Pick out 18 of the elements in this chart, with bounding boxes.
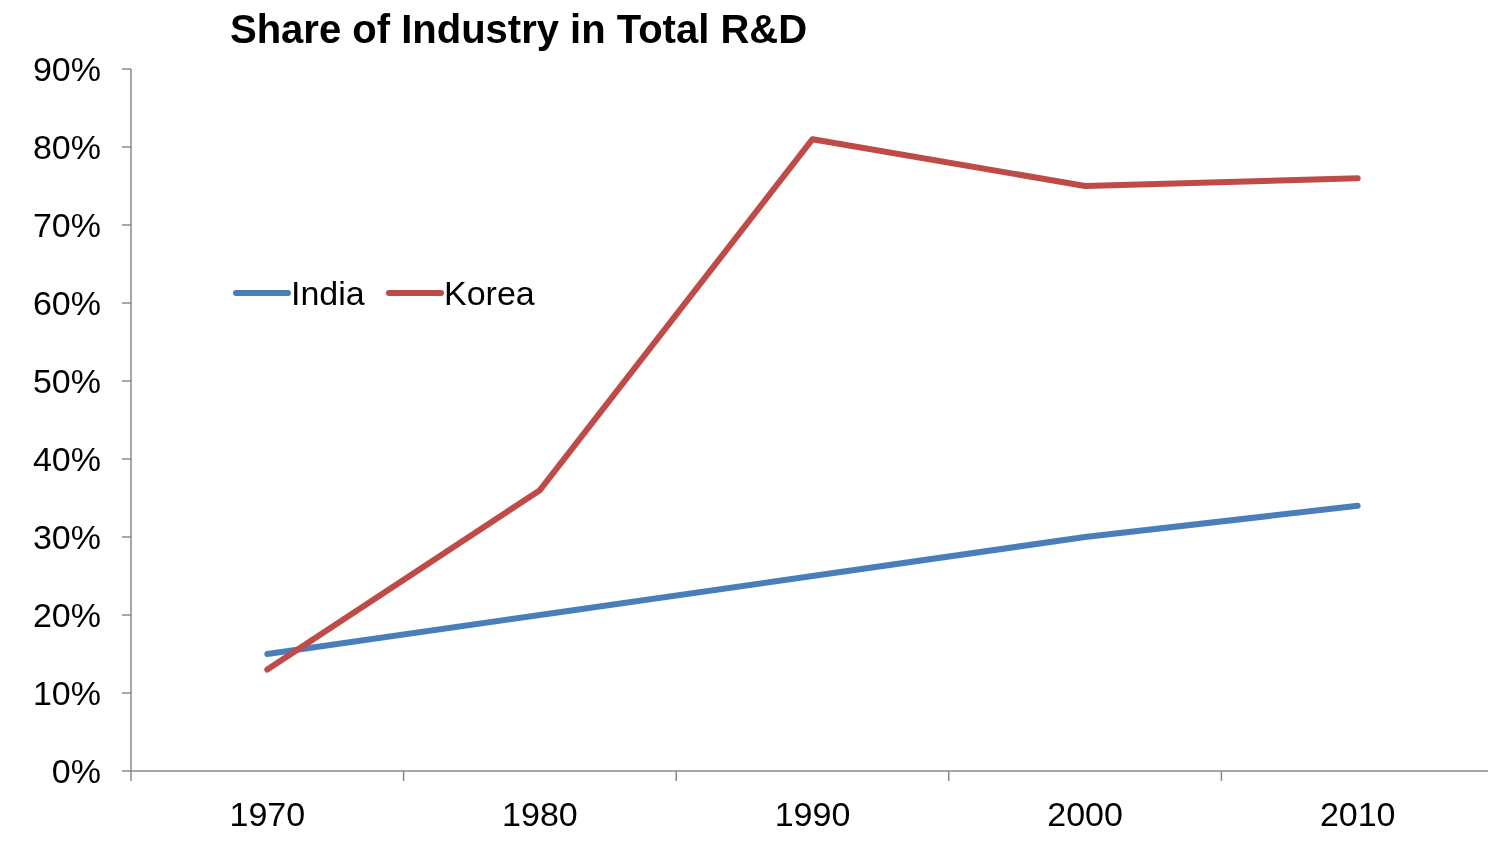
y-tick-label: 10% [32,673,101,712]
y-tick-label: 70% [32,205,101,244]
x-tick-label: 1970 [229,795,306,833]
y-tick-label: 30% [32,517,101,556]
x-tick-label: 2010 [1319,795,1396,833]
y-tick-label: 50% [32,361,101,400]
y-tick-label: 20% [32,595,101,634]
y-tick-label: 80% [32,127,101,166]
x-tick-label: 1990 [774,795,851,833]
x-tick-label: 1980 [502,795,578,833]
y-tick-label: 0% [51,751,101,790]
legend-label: India [291,273,365,312]
y-tick-label: 90% [32,49,101,88]
y-tick-label: 60% [32,283,101,322]
chart-title: Share of Industry in Total R&D [230,7,808,51]
legend-label: Korea [444,273,535,312]
x-tick-label: 2000 [1047,795,1123,833]
y-tick-label: 40% [32,439,101,478]
